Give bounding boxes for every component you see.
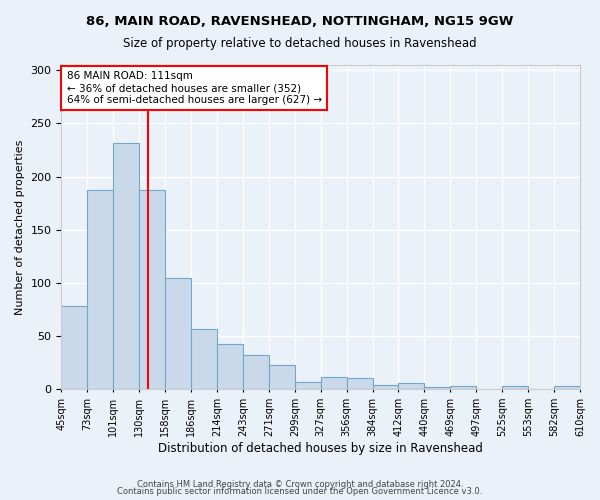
Bar <box>554 386 580 390</box>
Text: Contains HM Land Registry data © Crown copyright and database right 2024.: Contains HM Land Registry data © Crown c… <box>137 480 463 489</box>
Bar <box>165 278 191 390</box>
Y-axis label: Number of detached properties: Number of detached properties <box>15 140 25 315</box>
Bar <box>191 328 217 390</box>
Bar <box>243 356 269 390</box>
Bar <box>398 383 424 390</box>
Bar <box>88 190 113 390</box>
Text: 86, MAIN ROAD, RAVENSHEAD, NOTTINGHAM, NG15 9GW: 86, MAIN ROAD, RAVENSHEAD, NOTTINGHAM, N… <box>86 15 514 28</box>
Bar <box>295 382 321 390</box>
Bar <box>61 306 88 390</box>
Bar <box>269 365 295 390</box>
Bar <box>217 344 243 390</box>
Bar <box>139 190 165 390</box>
Bar <box>373 385 398 390</box>
Text: Contains public sector information licensed under the Open Government Licence v3: Contains public sector information licen… <box>118 488 482 496</box>
Bar <box>502 386 528 390</box>
Bar <box>347 378 373 390</box>
Bar <box>424 387 451 390</box>
Text: Size of property relative to detached houses in Ravenshead: Size of property relative to detached ho… <box>123 38 477 51</box>
Bar <box>113 142 139 390</box>
Bar <box>451 386 476 390</box>
Bar <box>321 376 347 390</box>
X-axis label: Distribution of detached houses by size in Ravenshead: Distribution of detached houses by size … <box>158 442 483 455</box>
Text: 86 MAIN ROAD: 111sqm
← 36% of detached houses are smaller (352)
64% of semi-deta: 86 MAIN ROAD: 111sqm ← 36% of detached h… <box>67 72 322 104</box>
